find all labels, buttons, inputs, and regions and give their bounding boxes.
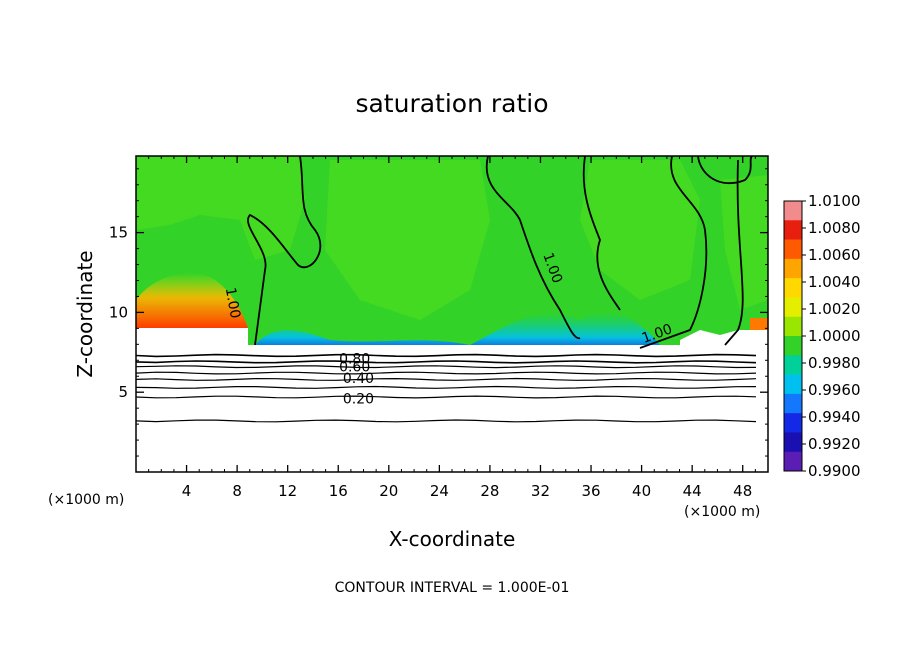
contour-line-0.4	[136, 377, 757, 381]
x-axis-unit-right: (×1000 m)	[684, 504, 760, 520]
contour-line-0.7	[136, 360, 757, 364]
colorbar-band	[784, 258, 802, 279]
colorbar-label: 0.9960	[808, 381, 861, 399]
colorbar-band	[784, 239, 802, 260]
x-tick-label: 8	[232, 482, 242, 500]
subsaturated-region	[136, 345, 768, 472]
contour-label: 0.80	[339, 352, 370, 368]
x-axis: 4 8 12 16 20 24 28 32 36 40 44 48	[148, 156, 756, 500]
contour-label: 0.20	[343, 392, 374, 408]
colorbar-label: 1.0040	[808, 273, 861, 291]
colorbar-band	[784, 451, 802, 472]
colorbar-label: 0.9980	[808, 354, 861, 372]
y-axis-label: Z-coordinate	[73, 250, 97, 377]
green-patches	[136, 156, 768, 320]
contour-line-0.8	[136, 353, 757, 358]
contour-label: 0.60	[339, 360, 370, 376]
colorbar-band	[784, 201, 802, 221]
chart-title: saturation ratio	[355, 89, 548, 118]
colorbar-band	[784, 336, 802, 356]
x-tick-label: 20	[379, 482, 398, 500]
warm-strip-right	[750, 318, 768, 330]
colorbar-label: 0.9900	[808, 462, 861, 480]
y-axis: 5 10 15	[109, 168, 768, 457]
contour-interval-note: CONTOUR INTERVAL = 1.000E-01	[335, 580, 570, 596]
x-tick-label: 24	[430, 482, 449, 500]
contour-line-0.5	[136, 371, 757, 375]
colorbar-band	[784, 297, 802, 318]
colorbar-band	[784, 432, 802, 453]
colorbar-label: 1.0000	[808, 327, 861, 345]
colorbar-label: 1.0020	[808, 300, 861, 318]
plot-area: 0.800.600.400.201.001.001.00	[136, 156, 768, 472]
x-tick-label: 28	[480, 482, 499, 500]
colorbar-label: 0.9920	[808, 435, 861, 453]
x-tick-label: 16	[329, 482, 348, 500]
colorbar-label: 1.0100	[808, 192, 861, 210]
contour-1.00-plume-e	[697, 156, 753, 346]
contour-lines	[136, 353, 757, 423]
subsaturated-notch-left	[136, 328, 248, 346]
contour-labels: 0.800.600.400.201.001.001.00	[222, 251, 675, 408]
x-tick-label: 44	[683, 482, 702, 500]
contour-label: 1.00	[222, 286, 243, 319]
colorbar-band	[784, 413, 802, 433]
colorbar-label: 1.0060	[808, 246, 861, 264]
contour-line-0.2	[136, 395, 757, 399]
colorbar-band	[784, 278, 802, 298]
contour-line-0.1	[136, 419, 757, 423]
subsaturated-notch-right	[680, 330, 768, 346]
x-tick-label: 36	[581, 482, 600, 500]
x-tick-label: 40	[632, 482, 651, 500]
y-tick-label: 10	[109, 303, 128, 321]
x-tick-label: 32	[531, 482, 550, 500]
y-tick-label: 5	[118, 383, 128, 401]
y-tick-label: 15	[109, 224, 128, 242]
x-tick-label: 48	[733, 482, 752, 500]
contour-label: 0.40	[343, 371, 374, 387]
x-axis-label: X-coordinate	[389, 527, 516, 551]
colorbar-band	[784, 393, 802, 414]
x-axis-unit-left: (×1000 m)	[48, 492, 124, 508]
x-tick-label: 12	[278, 482, 297, 500]
colorbar-band	[784, 374, 802, 395]
contour-1.00-plume-a	[247, 156, 322, 346]
contour-line-0.6	[136, 365, 757, 369]
colorbar-label: 1.0080	[808, 219, 861, 237]
x-tick-label: 4	[182, 482, 192, 500]
contour-1.00-plume-d	[639, 156, 708, 349]
colorbar: 1.0100 1.0080 1.0060 1.0040 1.0020 1.0000 0.99…	[783, 192, 861, 480]
colorbar-band	[784, 220, 802, 240]
contour-1.00-plume-c	[582, 156, 621, 311]
contour-1.00-plume-b	[485, 156, 581, 340]
colorbar-band	[784, 316, 802, 337]
colorbar-band	[784, 355, 802, 375]
colorbar-label: 0.9940	[808, 408, 861, 426]
cool-region	[250, 311, 660, 354]
contour-line-0.3	[136, 385, 757, 389]
warm-region-left	[136, 272, 248, 328]
